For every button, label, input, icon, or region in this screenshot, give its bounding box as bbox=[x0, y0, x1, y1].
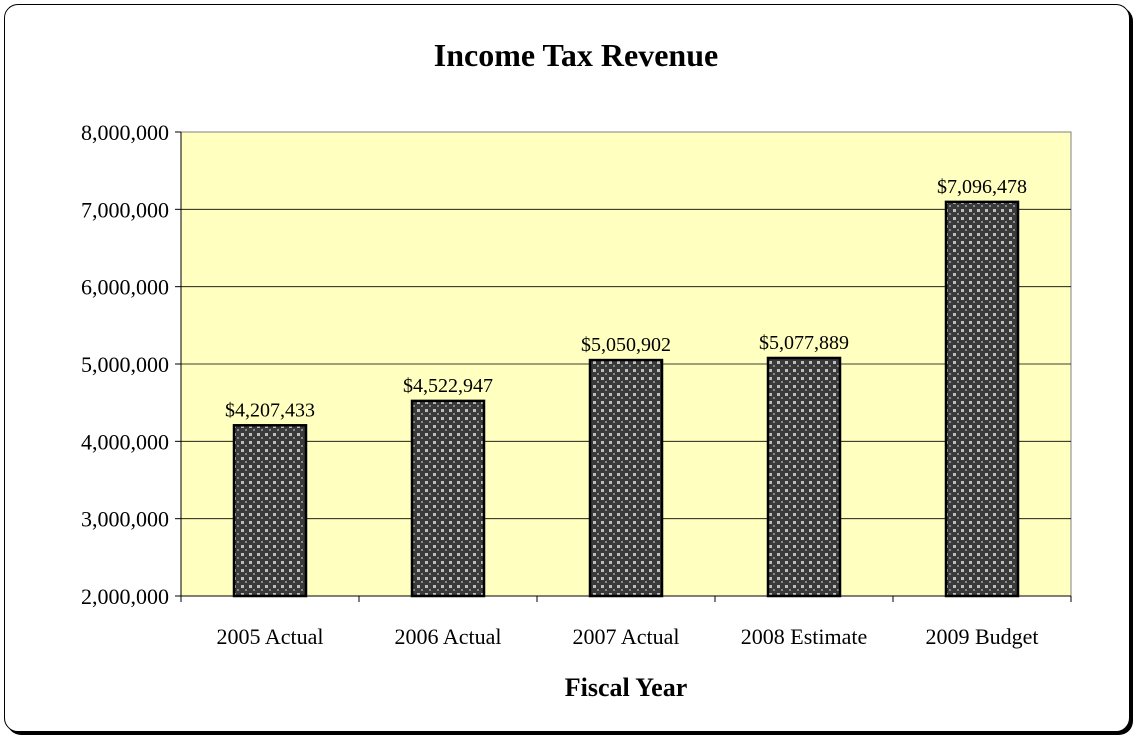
bars: $4,207,433 $4,522,947 $5,050,902 $5,077,889… bbox=[225, 176, 1027, 598]
bar-data-label: $4,522,947 bbox=[403, 375, 493, 397]
bar bbox=[232, 424, 308, 598]
x-tick-label: 2005 Actual bbox=[217, 624, 324, 649]
y-tick-label: 7,000,000 bbox=[81, 197, 169, 222]
y-tick-label: 8,000,000 bbox=[81, 120, 169, 145]
bar-data-label: $5,050,902 bbox=[581, 334, 671, 356]
x-tick-label: 2007 Actual bbox=[573, 624, 680, 649]
y-tick-label: 6,000,000 bbox=[81, 275, 169, 300]
bar-data-label: $5,077,889 bbox=[759, 332, 849, 354]
y-tick-label: 2,000,000 bbox=[81, 584, 169, 609]
x-tick-label: 2008 Estimate bbox=[741, 624, 867, 649]
x-tick-label: 2006 Actual bbox=[395, 624, 502, 649]
bar bbox=[766, 356, 842, 598]
bar-data-label: $4,207,433 bbox=[225, 399, 315, 421]
y-tick-label: 4,000,000 bbox=[81, 429, 169, 454]
bar-data-label: $7,096,478 bbox=[937, 176, 1027, 198]
x-axis-title: Fiscal Year bbox=[565, 673, 688, 702]
chart-title: Income Tax Revenue bbox=[434, 37, 718, 73]
y-tick-label: 5,000,000 bbox=[81, 352, 169, 377]
bar bbox=[410, 399, 486, 598]
bar bbox=[588, 358, 664, 598]
y-tick-label: 3,000,000 bbox=[81, 507, 169, 532]
x-axis: 2005 Actual 2006 Actual 2007 Actual 2008 Es… bbox=[180, 595, 1072, 649]
x-tick-label: 2009 Budget bbox=[925, 624, 1038, 649]
bar bbox=[944, 200, 1020, 598]
y-axis: 2,000,000 3,000,000 4,000,000 5,000,000 6,00… bbox=[81, 120, 182, 609]
